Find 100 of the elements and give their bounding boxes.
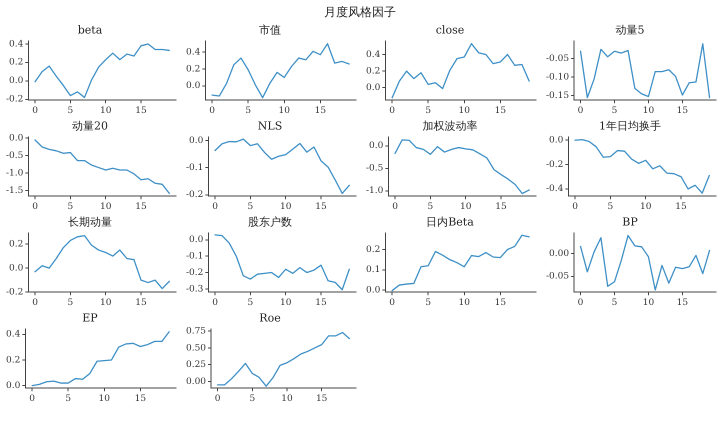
y-tick-label: 0.75: [186, 326, 206, 337]
x-tick-label: 15: [315, 202, 328, 212]
chart-title: beta: [78, 23, 103, 36]
x-tick-label: 0: [214, 394, 221, 404]
y-tick-label: 0.0: [549, 136, 564, 146]
x-tick-label: 5: [68, 298, 74, 308]
x-tick-label: 5: [425, 106, 432, 116]
y-tick-label: -0.4: [546, 184, 564, 194]
y-tick-label: 0.0: [369, 141, 384, 152]
y-tick-label: -0.1: [186, 251, 204, 262]
y-tick-label: -0.10: [546, 72, 570, 83]
y-tick-label: 0.2: [9, 239, 24, 250]
x-tick-label: 15: [676, 106, 688, 116]
y-tick-label: 0.0: [366, 286, 381, 296]
x-tick-label: 0: [32, 202, 38, 212]
x-tick-label: 0: [389, 106, 396, 116]
x-tick-label: 10: [100, 106, 112, 116]
x-tick-label: 0: [212, 202, 218, 212]
x-tick-label: 15: [314, 106, 326, 116]
chart-title: 日内Beta: [426, 215, 474, 228]
y-tick-label: 0.0: [6, 380, 21, 391]
y-tick-label: 0.4: [186, 48, 201, 58]
y-tick-label: 0.1: [366, 265, 380, 276]
y-tick-label: -1.5: [6, 186, 24, 196]
chart-title: 动量20: [72, 119, 108, 132]
chart-title: 加权波动率: [422, 119, 478, 132]
x-tick-label: 10: [642, 106, 654, 116]
y-tick-label: -0.5: [366, 164, 384, 174]
y-tick-label: 0.2: [186, 64, 200, 74]
y-tick-label: 0.4: [6, 330, 21, 340]
x-tick-label: 10: [100, 202, 112, 212]
y-tick-label: -0.2: [546, 160, 564, 170]
x-tick-label: 15: [675, 202, 688, 212]
y-tick-label: -0.5: [6, 151, 24, 162]
y-tick-label: -1.0: [366, 186, 384, 196]
x-tick-label: 5: [425, 298, 432, 308]
x-tick-label: 15: [494, 106, 506, 116]
y-tick-label: -0.2: [6, 288, 24, 298]
y-tick-label: 0.2: [9, 58, 24, 68]
x-tick-label: 10: [642, 298, 654, 308]
chart-title: NLS: [258, 119, 282, 132]
x-tick-label: 0: [572, 202, 578, 212]
x-tick-label: 15: [134, 394, 146, 404]
x-tick-label: 0: [29, 394, 36, 404]
x-tick-label: 0: [578, 298, 584, 308]
x-tick-label: 5: [608, 202, 614, 212]
x-tick-label: 5: [248, 202, 254, 212]
x-tick-label: 5: [65, 394, 72, 404]
y-tick-label: -0.15: [546, 91, 570, 102]
x-tick-label: 10: [640, 202, 652, 212]
x-tick-label: 10: [458, 298, 470, 308]
x-tick-label: 15: [135, 298, 148, 308]
x-tick-label: 15: [676, 298, 688, 308]
x-tick-label: 5: [612, 106, 618, 116]
x-tick-label: 5: [428, 202, 434, 212]
y-tick-label: 0.25: [186, 360, 206, 370]
x-tick-label: 5: [248, 298, 254, 308]
y-tick-label: 0.0: [9, 263, 24, 274]
y-tick-label: 0.0: [189, 136, 204, 146]
chart-title: Roe: [259, 311, 281, 324]
x-tick-label: 5: [68, 202, 74, 212]
x-tick-label: 0: [32, 298, 38, 308]
y-tick-label: 0.00: [549, 248, 570, 259]
y-tick-label: -1.0: [6, 168, 24, 178]
x-tick-label: 10: [281, 394, 293, 404]
y-tick-label: -0.2: [186, 190, 204, 200]
x-tick-label: 10: [278, 106, 290, 116]
x-tick-label: 15: [135, 106, 148, 116]
x-tick-label: 10: [280, 298, 292, 308]
x-tick-label: 0: [578, 106, 584, 116]
chart-title: 市值: [259, 23, 281, 36]
y-tick-label: 0.50: [186, 343, 206, 354]
y-tick-label: 0.2: [366, 244, 380, 255]
y-tick-label: -0.3: [186, 284, 204, 294]
x-tick-label: 10: [460, 202, 472, 212]
y-tick-label: 0.2: [6, 355, 20, 366]
x-tick-label: 5: [612, 298, 618, 308]
y-tick-label: -0.2: [6, 94, 24, 105]
x-tick-label: 5: [249, 394, 256, 404]
x-tick-label: 15: [316, 394, 328, 404]
chart-title: 1年日均换手: [599, 119, 661, 132]
y-tick-label: -0.2: [186, 268, 204, 278]
x-tick-label: 0: [392, 202, 398, 212]
chart-title: BP: [622, 215, 638, 228]
x-tick-label: 5: [68, 106, 74, 116]
x-tick-label: 10: [280, 202, 292, 212]
y-tick-label: 0.4: [9, 39, 24, 50]
x-tick-label: 15: [494, 298, 506, 308]
y-tick-label: -0.1: [186, 162, 204, 173]
y-tick-label: 0.0: [9, 76, 24, 86]
chart-title: close: [436, 23, 464, 36]
text: 月度风格因子: [323, 4, 397, 21]
y-tick-label: 0.00: [186, 376, 206, 387]
y-tick-label: 0.0: [189, 235, 204, 246]
chart-title: 股东户数: [248, 215, 292, 228]
chart-title: 动量5: [616, 23, 644, 36]
x-tick-label: 0: [389, 298, 396, 308]
y-tick-label: 0.0: [366, 83, 381, 94]
x-tick-label: 0: [212, 298, 218, 308]
y-tick-label: -0.05: [546, 272, 570, 282]
